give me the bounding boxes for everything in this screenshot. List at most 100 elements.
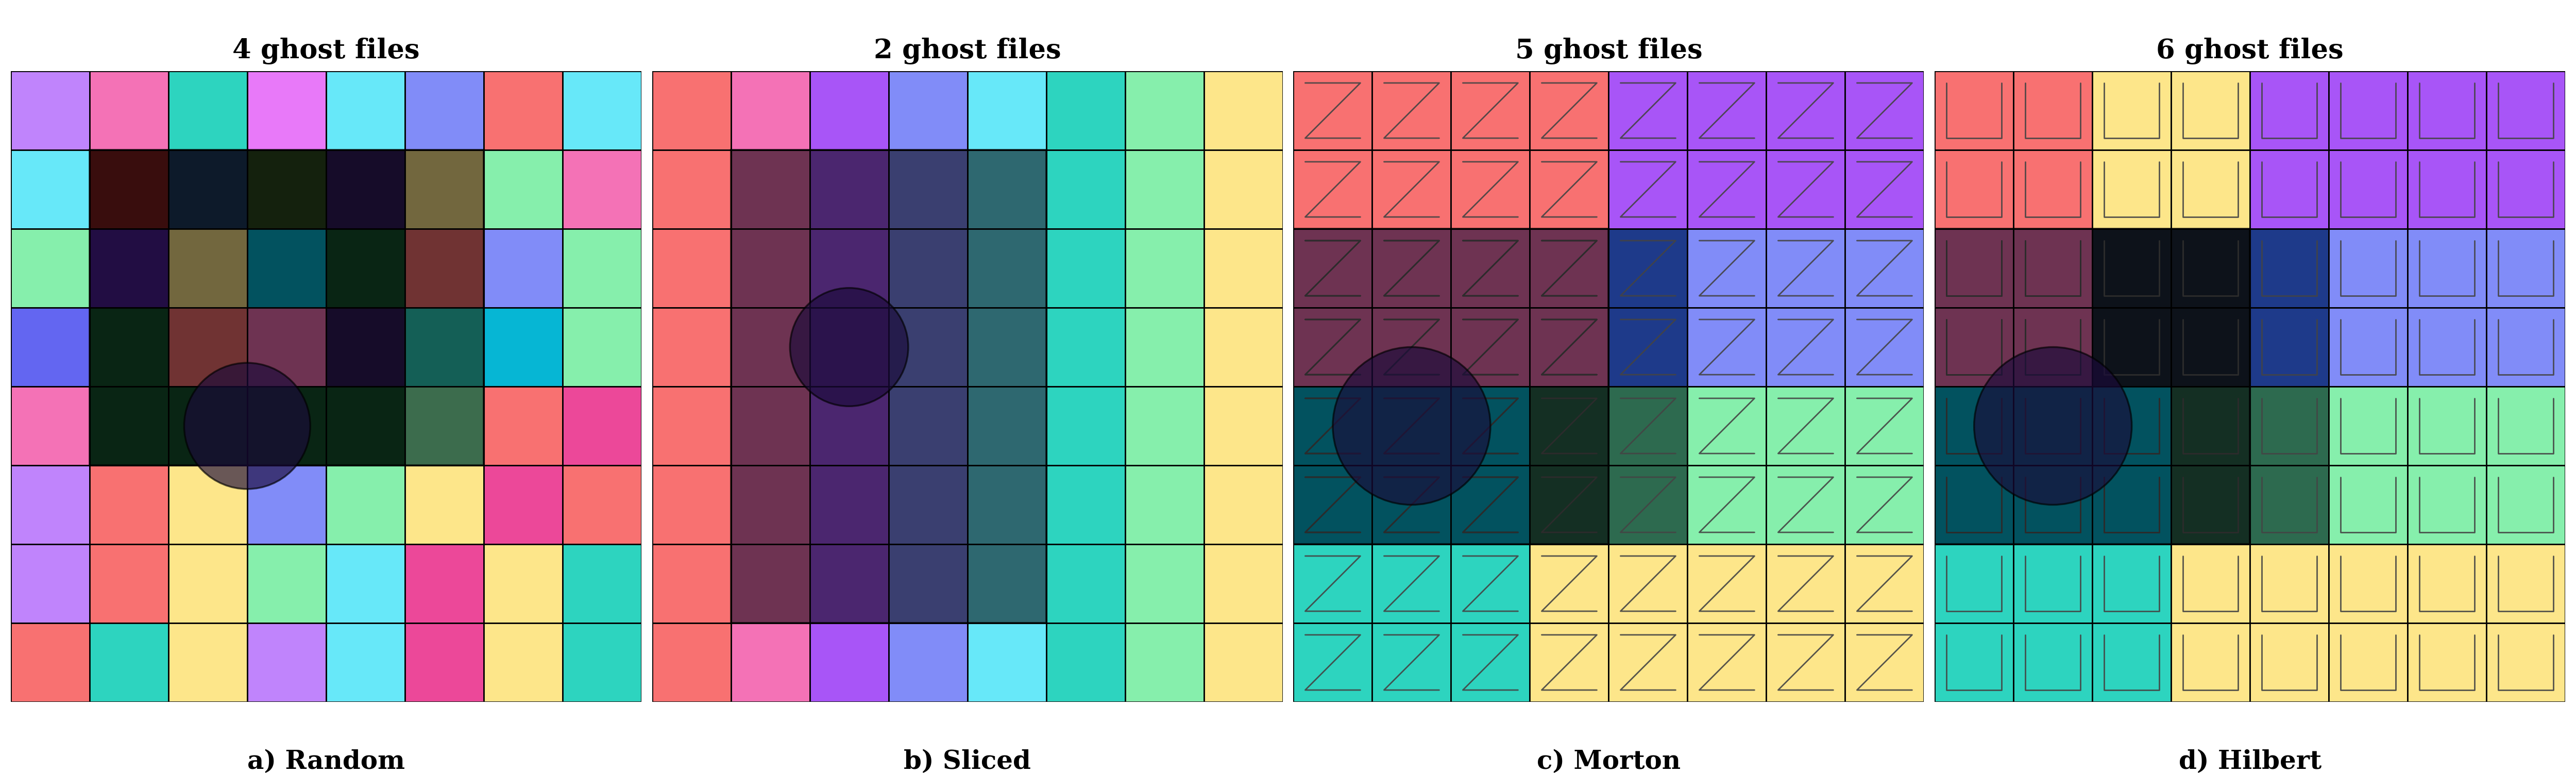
Bar (484, 308, 562, 386)
Bar (1450, 71, 1530, 150)
Bar (10, 465, 90, 544)
Bar (2486, 623, 2566, 702)
Bar (562, 623, 641, 702)
Bar (1530, 150, 1607, 229)
Bar (732, 623, 809, 702)
Bar (404, 150, 484, 229)
Bar (889, 308, 969, 386)
Bar (1450, 150, 1530, 229)
Bar (732, 150, 809, 229)
Bar (732, 229, 809, 308)
Bar (1687, 150, 1767, 229)
Bar (90, 386, 167, 465)
Bar (90, 308, 167, 386)
Bar (732, 544, 809, 623)
Text: c) Morton: c) Morton (1538, 749, 1680, 773)
Bar (1373, 150, 1450, 229)
Bar (1607, 465, 1687, 544)
Bar (2409, 308, 2486, 386)
Bar (1126, 465, 1203, 544)
Bar (889, 150, 969, 229)
Bar (404, 623, 484, 702)
Bar (1293, 308, 1373, 386)
Bar (2486, 308, 2566, 386)
Bar (1935, 465, 2014, 544)
Bar (2092, 71, 2172, 150)
Bar (1935, 386, 2014, 465)
Bar (2329, 308, 2409, 386)
Bar (2329, 229, 2409, 308)
Bar (1293, 229, 1607, 544)
Bar (732, 71, 809, 150)
Bar (484, 465, 562, 544)
Bar (732, 386, 809, 465)
Bar (2486, 229, 2566, 308)
Bar (809, 386, 889, 465)
Bar (90, 544, 167, 623)
Bar (889, 623, 969, 702)
Circle shape (1332, 347, 1492, 505)
Bar (2249, 465, 2329, 544)
Bar (2092, 308, 2172, 386)
Bar (809, 308, 889, 386)
Bar (2172, 229, 2249, 308)
Bar (652, 623, 732, 702)
Bar (2014, 386, 2092, 465)
Bar (1530, 229, 1607, 308)
Text: d) Hilbert: d) Hilbert (2179, 749, 2321, 773)
Bar (1844, 465, 1924, 544)
Bar (2249, 623, 2329, 702)
Bar (1687, 71, 1767, 150)
Bar (1607, 386, 1687, 465)
Bar (1935, 544, 2014, 623)
Bar (1203, 386, 1283, 465)
Bar (1126, 229, 1203, 308)
Bar (732, 150, 1046, 623)
Bar (1844, 308, 1924, 386)
Bar (1203, 544, 1283, 623)
Bar (247, 386, 327, 465)
Bar (1046, 465, 1126, 544)
Bar (167, 386, 247, 465)
Bar (1203, 465, 1283, 544)
Bar (562, 150, 641, 229)
Bar (2409, 150, 2486, 229)
Bar (1373, 229, 1450, 308)
Bar (1046, 386, 1126, 465)
Bar (1607, 544, 1687, 623)
Bar (327, 544, 404, 623)
Bar (1293, 465, 1373, 544)
Bar (1293, 71, 1373, 150)
Bar (969, 308, 1046, 386)
Bar (1046, 71, 1126, 150)
Bar (1126, 544, 1203, 623)
Bar (1450, 229, 1530, 308)
Bar (2329, 623, 2409, 702)
Bar (10, 544, 90, 623)
Bar (969, 544, 1046, 623)
Bar (562, 308, 641, 386)
Bar (2092, 150, 2172, 229)
Bar (10, 71, 90, 150)
Bar (1126, 386, 1203, 465)
Bar (1767, 229, 1844, 308)
Bar (167, 623, 247, 702)
Bar (1293, 544, 1373, 623)
Text: a) Random: a) Random (247, 749, 404, 773)
Bar (1844, 71, 1924, 150)
Bar (2249, 308, 2329, 386)
Bar (1607, 71, 1687, 150)
Bar (90, 465, 167, 544)
Bar (2329, 465, 2409, 544)
Bar (1373, 544, 1450, 623)
Bar (2249, 386, 2329, 465)
Bar (1844, 544, 1924, 623)
Bar (2172, 71, 2249, 150)
Bar (2329, 71, 2409, 150)
Bar (2409, 386, 2486, 465)
Bar (889, 544, 969, 623)
Bar (969, 150, 1046, 229)
Bar (1935, 150, 2014, 229)
Bar (2092, 544, 2172, 623)
Bar (484, 150, 562, 229)
